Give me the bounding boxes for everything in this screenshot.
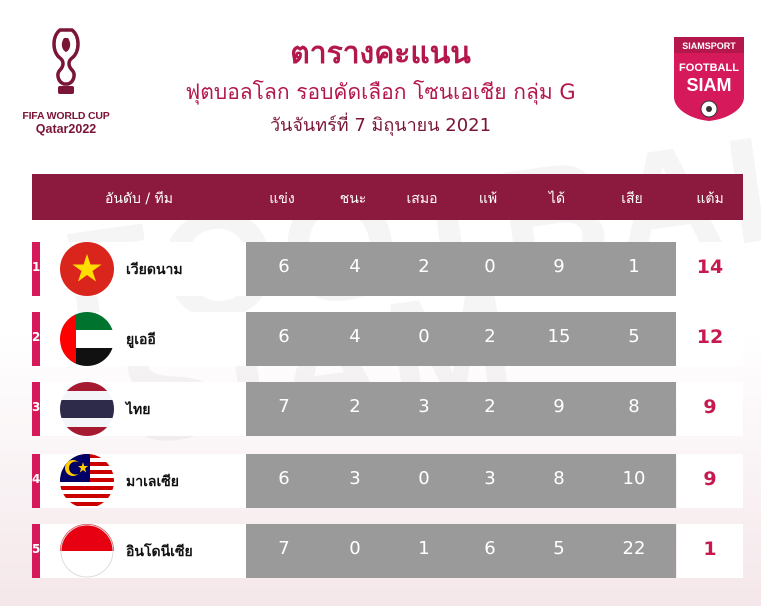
table-row: 3 ไทย 7 2 3 2 9 8 9 bbox=[32, 382, 743, 436]
page-title: ตารางคะแนน bbox=[290, 36, 471, 71]
goals-against: 5 bbox=[628, 326, 640, 347]
page-subtitle: ฟุตบอลโลก รอบคัดเลือก โซนเอเชีย กลุ่ม G bbox=[185, 80, 576, 104]
siam-top-text: SIAMSPORT bbox=[682, 41, 736, 51]
lost: 6 bbox=[484, 538, 496, 559]
rank: 5 bbox=[32, 542, 41, 556]
page-date: วันจันทร์ที่ 7 มิถุนายน 2021 bbox=[269, 115, 492, 136]
points: 12 bbox=[696, 326, 724, 348]
drawn: 0 bbox=[418, 326, 430, 347]
goals-for: 8 bbox=[553, 468, 565, 489]
won: 4 bbox=[349, 256, 361, 277]
lost: 0 bbox=[484, 256, 496, 277]
played: 7 bbox=[278, 396, 290, 417]
table-row: 1 เวียดนาม 6 4 2 0 9 1 14 bbox=[32, 242, 743, 296]
points: 9 bbox=[703, 396, 717, 418]
table-header: อันดับ / ทีม แข่ง ชนะ เสมอ แพ้ ได้ เสีย … bbox=[32, 174, 743, 220]
col-won: ชนะ bbox=[339, 191, 367, 207]
malaysia-flag-icon bbox=[60, 454, 114, 508]
team-name: เวียดนาม bbox=[126, 262, 183, 278]
drawn: 3 bbox=[418, 396, 430, 417]
points: 1 bbox=[703, 538, 717, 560]
col-pts: แต้ม bbox=[696, 191, 724, 207]
team-name: ไทย bbox=[126, 402, 151, 418]
drawn: 0 bbox=[418, 468, 430, 489]
goals-for: 15 bbox=[547, 326, 571, 347]
col-lost: แพ้ bbox=[478, 191, 498, 207]
col-gf: ได้ bbox=[548, 191, 566, 207]
col-rank-team: อันดับ / ทีม bbox=[104, 191, 174, 207]
world-cup-year: Qatar2022 bbox=[35, 122, 97, 136]
goals-against: 8 bbox=[628, 396, 640, 417]
played: 6 bbox=[278, 468, 290, 489]
siam-bottom-text: SIAM bbox=[687, 75, 732, 95]
col-drawn: เสมอ bbox=[406, 191, 438, 207]
vietnam-flag-icon bbox=[60, 242, 114, 296]
col-ga: เสีย bbox=[621, 191, 643, 207]
rank: 3 bbox=[32, 400, 41, 414]
won: 4 bbox=[349, 326, 361, 347]
team-name: มาเลเซีย bbox=[126, 474, 179, 490]
points: 9 bbox=[703, 468, 717, 490]
played: 6 bbox=[278, 326, 290, 347]
col-played: แข่ง bbox=[269, 191, 295, 207]
won: 2 bbox=[349, 396, 361, 417]
won: 0 bbox=[349, 538, 361, 559]
trophy-icon bbox=[52, 28, 80, 94]
lost: 2 bbox=[484, 396, 496, 417]
drawn: 1 bbox=[418, 538, 430, 559]
team-name: ยูเออี bbox=[126, 332, 156, 348]
world-cup-title: FIFA WORLD CUP bbox=[22, 110, 110, 122]
won: 3 bbox=[349, 468, 361, 489]
played: 6 bbox=[278, 256, 290, 277]
rank: 1 bbox=[32, 260, 41, 274]
table-row: 4 มาเลเซีย 6 3 0 3 8 10 9 bbox=[32, 454, 743, 508]
goals-against: 22 bbox=[622, 538, 646, 559]
goals-for: 9 bbox=[553, 396, 565, 417]
thailand-flag-icon bbox=[60, 382, 114, 436]
lost: 2 bbox=[484, 326, 496, 347]
siamsport-logo: SIAMSPORT FOOTBALL SIAM bbox=[674, 37, 744, 121]
rank: 4 bbox=[32, 472, 41, 486]
table-row: 2 ยูเออี 6 4 0 2 15 5 12 bbox=[32, 312, 743, 366]
played: 7 bbox=[278, 538, 290, 559]
goals-for: 5 bbox=[553, 538, 565, 559]
lost: 3 bbox=[484, 468, 496, 489]
siam-mid-text: FOOTBALL bbox=[679, 62, 739, 74]
table-row: 5 อินโดนีเซีย 7 0 1 6 5 22 1 bbox=[32, 524, 743, 578]
world-cup-logo: FIFA WORLD CUP Qatar2022 bbox=[14, 22, 118, 142]
goals-against: 10 bbox=[622, 468, 646, 489]
indonesia-flag-icon bbox=[60, 524, 114, 578]
rank: 2 bbox=[32, 330, 41, 344]
team-name: อินโดนีเซีย bbox=[126, 544, 193, 560]
goals-for: 9 bbox=[553, 256, 565, 277]
goals-against: 1 bbox=[628, 256, 640, 277]
points: 14 bbox=[696, 256, 724, 278]
uae-flag-icon bbox=[60, 312, 114, 366]
drawn: 2 bbox=[418, 256, 430, 277]
